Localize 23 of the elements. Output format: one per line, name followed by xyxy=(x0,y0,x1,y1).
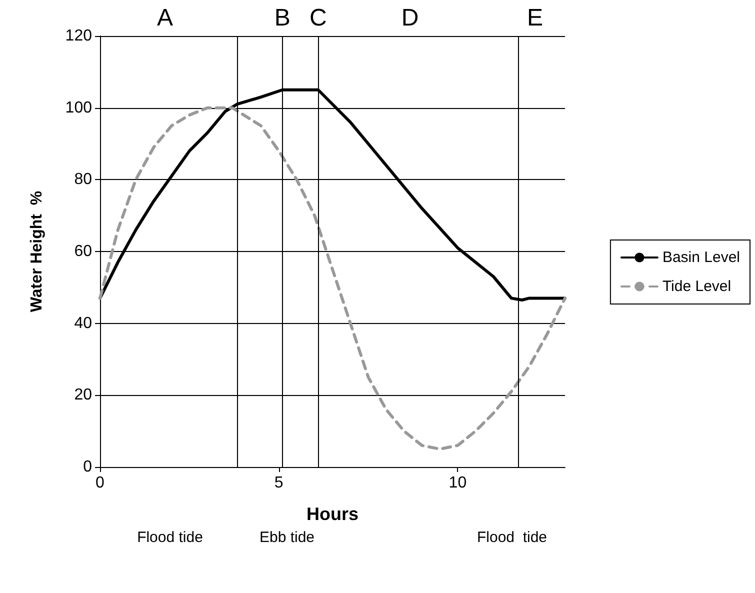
legend-label: Basin Level xyxy=(662,249,740,266)
line-series xyxy=(98,106,566,451)
legend-label: Tide Level xyxy=(662,278,732,295)
y-tick-label: 80 xyxy=(74,171,92,188)
y-tick-label: 120 xyxy=(65,28,92,44)
annotation: C xyxy=(310,4,327,32)
text: E xyxy=(526,4,544,32)
x-tick-label: 5 xyxy=(274,474,284,492)
y-tick-label: 100 xyxy=(65,99,92,116)
text: A xyxy=(156,4,174,32)
y-tick-label: 40 xyxy=(74,314,92,332)
annotation: B xyxy=(274,4,290,32)
y-tick-label: 20 xyxy=(74,386,92,404)
x-axis-title: Hours xyxy=(306,504,359,524)
x-tick-label: 10 xyxy=(448,474,467,492)
text: Flood tide xyxy=(137,529,203,546)
y-tick-label: 0 xyxy=(83,458,92,476)
text: D xyxy=(401,4,419,32)
y-tick-label: 60 xyxy=(74,243,92,260)
y-axis-title: Water Height % xyxy=(28,190,46,312)
text: Ebb tide xyxy=(259,529,315,546)
x-tick-label: 0 xyxy=(96,474,105,492)
text: Flood tide xyxy=(476,529,548,546)
